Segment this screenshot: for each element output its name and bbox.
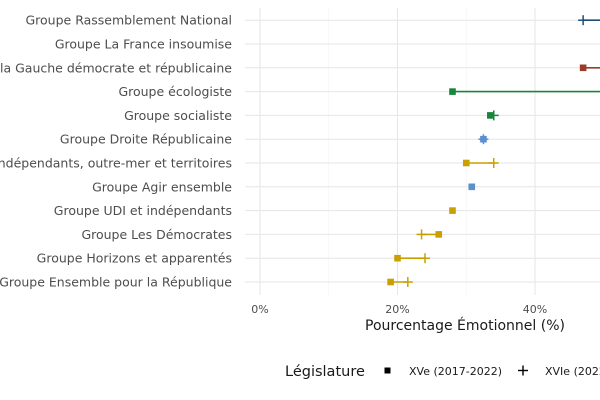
- legend-key-square: [384, 367, 391, 374]
- category-label: Groupe Horizons et apparentés: [37, 251, 232, 266]
- point-xve: [387, 278, 394, 286]
- x-tick-label: 40%: [523, 303, 547, 316]
- category-label: Groupe écologiste: [118, 84, 232, 99]
- plot-area: [245, 8, 600, 295]
- point-xve: [449, 88, 456, 95]
- category-label: Groupe Droite Républicaine: [60, 132, 232, 147]
- category-label: Groupe La France insoumise: [55, 37, 232, 52]
- category-label: Groupe Les Démocrates: [81, 227, 232, 242]
- point-xve: [468, 183, 476, 191]
- category-label: Groupe Ensemble pour la République: [0, 275, 232, 290]
- legend-label-xvie: XVIe (2022-2027): [545, 365, 600, 378]
- point-xve: [462, 159, 470, 167]
- point-xve: [435, 231, 443, 238]
- point-xve: [394, 254, 401, 262]
- x-axis-title: Pourcentage Émotionnel (%): [365, 317, 565, 334]
- point-xve: [449, 207, 456, 214]
- category-label: Groupe socialiste: [124, 108, 232, 123]
- category-label: Groupe de la Gauche démocrate et républi…: [0, 60, 232, 75]
- x-tick-label: 20%: [385, 303, 409, 316]
- legend-title: Législature: [285, 364, 365, 380]
- legend-label-xve: XVe (2017-2022): [409, 365, 502, 378]
- point-xve: [579, 64, 587, 72]
- category-label: Groupe Rassemblement National: [25, 13, 232, 28]
- x-tick-label: 0%: [251, 303, 268, 316]
- category-label: Groupe Agir ensemble: [92, 179, 232, 194]
- category-label: Groupe Libertés, indépendants, outre-mer…: [0, 156, 232, 171]
- category-label: Groupe UDI et indépendants: [54, 203, 232, 218]
